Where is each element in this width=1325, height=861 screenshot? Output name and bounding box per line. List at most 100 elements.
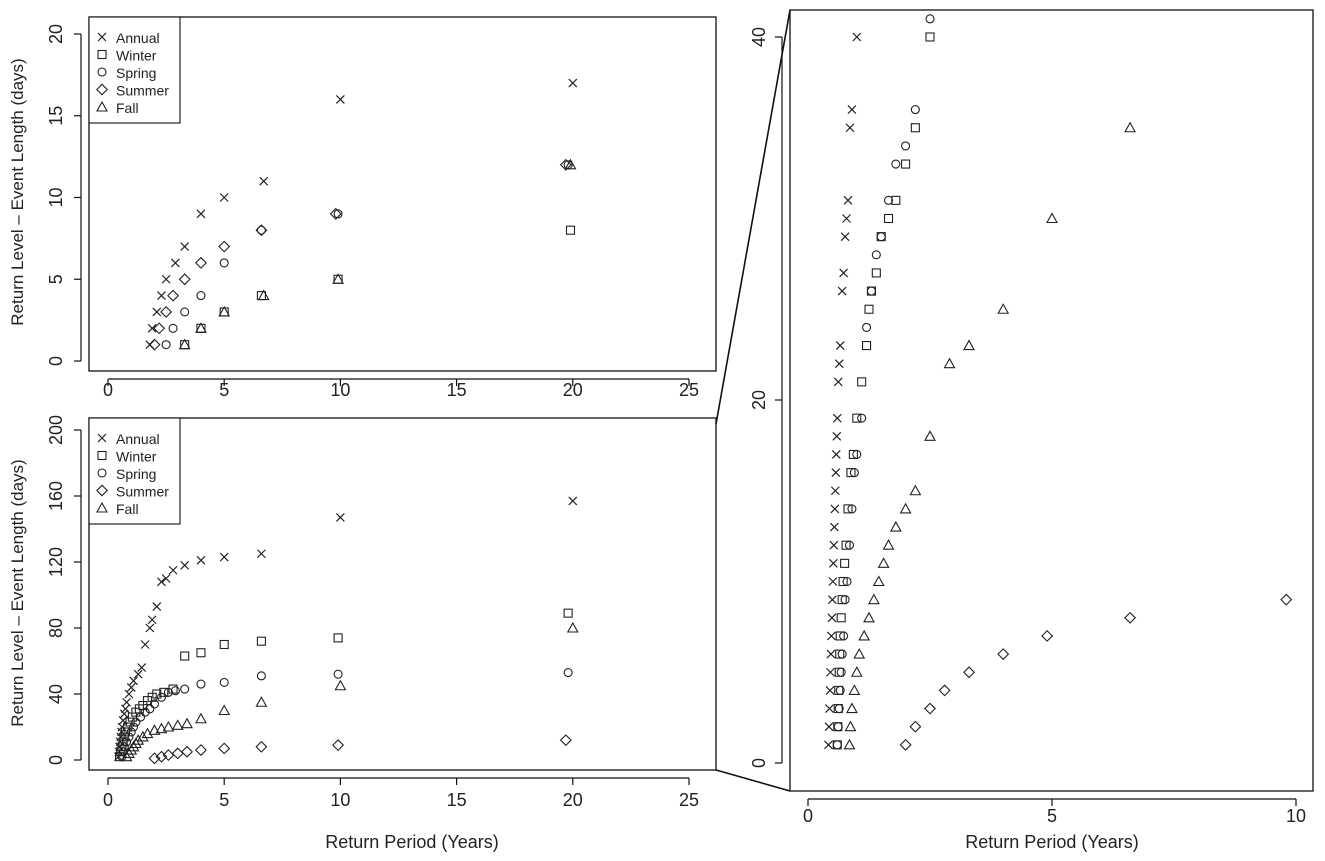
x-tick-label: 20 xyxy=(563,790,583,810)
data-point-summer xyxy=(171,747,184,760)
y-tick-label: 120 xyxy=(46,547,66,577)
data-point-spring xyxy=(901,141,911,151)
data-point-annual xyxy=(840,232,850,242)
data-point-summer xyxy=(155,750,168,763)
data-point-fall xyxy=(844,720,857,732)
data-point-annual xyxy=(832,413,842,423)
data-point-fall xyxy=(858,629,871,641)
y-tick-label: 160 xyxy=(46,481,66,511)
data-point-summer xyxy=(148,338,161,351)
data-point-annual xyxy=(830,504,840,514)
data-point-spring xyxy=(145,704,155,714)
data-point-annual xyxy=(157,577,166,587)
data-point-spring xyxy=(834,703,844,714)
data-point-summer xyxy=(153,322,166,335)
data-point-fall xyxy=(877,557,890,568)
data-point-winter xyxy=(147,692,157,702)
data-point-annual xyxy=(832,431,842,441)
legend-label: Summer xyxy=(116,484,169,500)
data-point-annual xyxy=(256,549,266,559)
data-point-spring xyxy=(333,209,343,219)
data-point-annual xyxy=(827,613,837,623)
data-point-annual xyxy=(824,740,833,750)
series-spring xyxy=(117,667,573,762)
y-tick-label: 200 xyxy=(46,415,66,445)
data-point-spring xyxy=(156,692,167,702)
series-fall xyxy=(178,158,577,350)
series-winter xyxy=(115,608,573,762)
data-point-annual xyxy=(831,450,841,459)
data-point-winter xyxy=(835,649,845,659)
series-summer xyxy=(899,593,1293,751)
data-point-spring xyxy=(862,322,872,332)
x-tick-label: 5 xyxy=(1047,806,1057,826)
data-point-winter xyxy=(118,737,128,747)
data-point-spring xyxy=(256,225,266,235)
data-point-annual xyxy=(852,32,862,42)
data-point-winter xyxy=(883,213,894,224)
series-fall xyxy=(120,621,579,762)
data-point-spring xyxy=(849,468,859,478)
data-point-annual xyxy=(826,631,836,641)
data-point-annual xyxy=(133,669,143,679)
data-point-annual xyxy=(180,560,190,570)
data-point-spring xyxy=(891,159,901,169)
series-fall xyxy=(843,121,1137,750)
y-axis: 0 5 10 15 20 xyxy=(46,24,82,366)
x-tick-label: 15 xyxy=(447,380,467,400)
data-point-winter xyxy=(152,689,162,699)
data-point-annual xyxy=(170,258,180,268)
y-tick-label: 20 xyxy=(46,24,66,44)
data-point-annual xyxy=(219,193,229,202)
data-point-summer xyxy=(1124,611,1137,624)
data-point-spring xyxy=(170,686,180,696)
y-tick-label: 15 xyxy=(46,106,66,126)
data-point-fall xyxy=(924,430,936,441)
data-point-winter xyxy=(837,595,847,605)
x-axis-label: Return Period (Years) xyxy=(325,832,498,852)
data-point-annual xyxy=(152,307,162,317)
data-point-annual xyxy=(833,377,843,387)
data-point-spring xyxy=(119,742,129,752)
data-points xyxy=(145,78,578,351)
data-point-summer xyxy=(938,684,951,697)
legend-marker-summer xyxy=(96,83,108,96)
data-point-summer xyxy=(194,256,207,269)
data-point-fall xyxy=(872,575,885,587)
data-point-winter xyxy=(119,732,129,742)
legend-marker-fall xyxy=(96,100,108,112)
data-point-annual xyxy=(147,615,157,625)
data-point-summer xyxy=(255,740,268,753)
data-point-fall xyxy=(162,720,175,732)
zoom-connector-bottom xyxy=(715,769,791,792)
series-annual xyxy=(824,32,862,750)
data-point-fall xyxy=(181,717,193,729)
data-point-fall xyxy=(255,696,268,707)
data-point-annual xyxy=(834,359,844,369)
data-point-summer xyxy=(178,273,191,286)
x-tick-label: 0 xyxy=(103,380,113,400)
data-point-winter xyxy=(910,123,920,133)
data-point-summer xyxy=(1280,593,1293,606)
legend-label: Fall xyxy=(116,100,139,116)
data-point-annual xyxy=(568,496,578,506)
y-tick-label: 20 xyxy=(749,390,769,410)
data-point-fall xyxy=(845,702,858,714)
x-axis-label: Return Period (Years) xyxy=(965,832,1138,852)
data-point-fall xyxy=(848,684,861,695)
data-point-spring xyxy=(842,576,852,587)
data-points xyxy=(114,496,579,765)
data-point-annual xyxy=(335,513,345,522)
legend-label: Annual xyxy=(116,431,160,447)
legend-label: Spring xyxy=(116,65,156,81)
panel-right-zoom: Return Period (Years) 0 5 10 0 20 40 xyxy=(749,9,1314,852)
data-point-spring xyxy=(196,291,206,301)
data-point-spring xyxy=(857,413,867,423)
data-point-annual xyxy=(137,663,147,673)
data-point-fall xyxy=(850,666,863,677)
y-tick-label: 5 xyxy=(46,274,66,284)
zoom-connector-top xyxy=(715,9,791,425)
data-point-annual xyxy=(826,667,835,677)
data-point-spring xyxy=(844,540,855,550)
